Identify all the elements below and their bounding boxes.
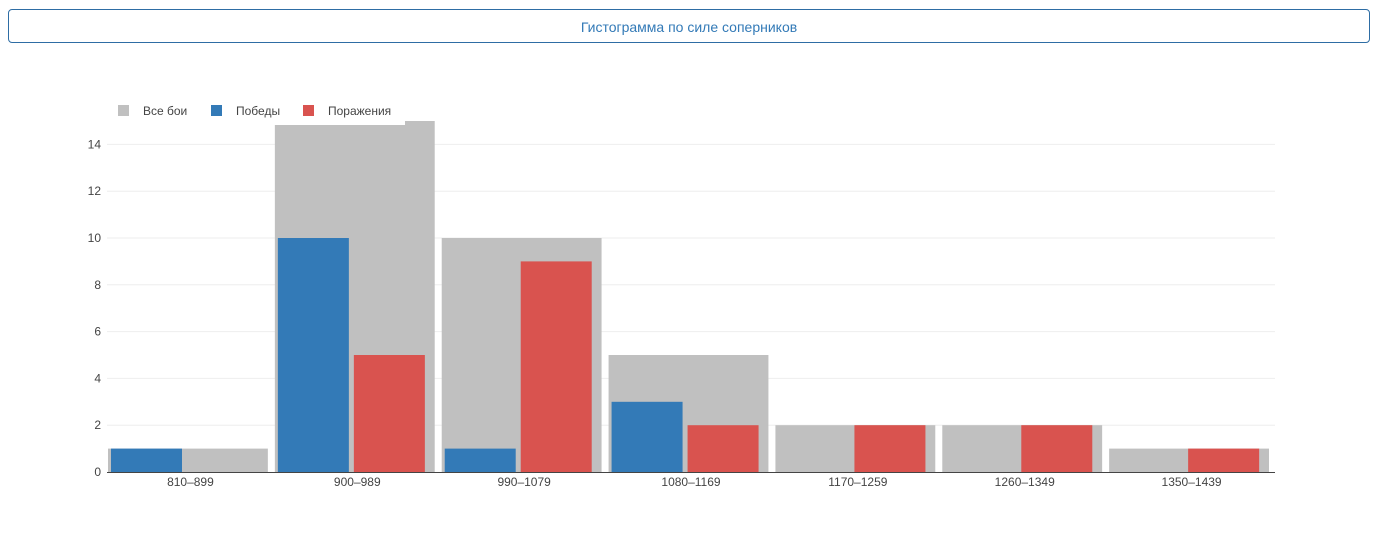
bar-losses[interactable] xyxy=(854,425,926,472)
legend-item[interactable]: Победы xyxy=(211,104,280,118)
x-tick-label: 1080–1169 xyxy=(661,475,721,489)
y-tick-label: 0 xyxy=(94,465,101,479)
x-tick-label: 990–1079 xyxy=(497,475,551,489)
axes: 0 2 4 6 8 10 12 14 810–899 900–989 990–1079 1080–11… xyxy=(88,137,1275,489)
bar-wins[interactable] xyxy=(111,448,182,472)
bar-losses[interactable] xyxy=(520,261,592,472)
y-tick-label: 12 xyxy=(88,184,102,198)
bars xyxy=(108,121,1269,472)
y-tick-label: 2 xyxy=(94,418,101,432)
legend-label: Поражения xyxy=(328,104,391,118)
x-tick-label: 810–899 xyxy=(167,475,214,489)
legend-item[interactable]: Все бои xyxy=(118,104,187,118)
legend-swatch xyxy=(303,105,314,116)
legend-label: Все бои xyxy=(143,104,187,118)
y-tick-label: 4 xyxy=(94,371,101,385)
histogram-toggle-button[interactable]: Гистограмма по силе соперников xyxy=(8,9,1370,43)
legend-label: Победы xyxy=(236,104,280,118)
x-tick-label: 900–989 xyxy=(334,475,381,489)
bar-wins[interactable] xyxy=(444,448,516,472)
x-tick-label: 1260–1349 xyxy=(995,475,1055,489)
y-tick-label: 8 xyxy=(94,278,101,292)
bar-wins[interactable] xyxy=(611,401,683,472)
y-tick-label: 6 xyxy=(94,325,101,339)
x-tick-label: 1170–1259 xyxy=(828,475,888,489)
legend-swatch xyxy=(118,105,129,116)
bar-losses[interactable] xyxy=(1188,448,1260,472)
legend-item[interactable]: Поражения xyxy=(303,104,391,118)
y-tick-label: 10 xyxy=(88,231,102,245)
legend-swatch xyxy=(211,105,222,116)
y-tick-label: 14 xyxy=(88,137,102,151)
bar-losses[interactable] xyxy=(353,355,425,472)
bar-losses[interactable] xyxy=(1021,425,1093,472)
legend[interactable]: Все бои Победы Поражения xyxy=(108,95,405,125)
bar-losses[interactable] xyxy=(687,425,759,472)
bar-wins[interactable] xyxy=(277,238,349,472)
legend-background xyxy=(108,95,405,125)
x-tick-label: 1350–1439 xyxy=(1162,475,1222,489)
